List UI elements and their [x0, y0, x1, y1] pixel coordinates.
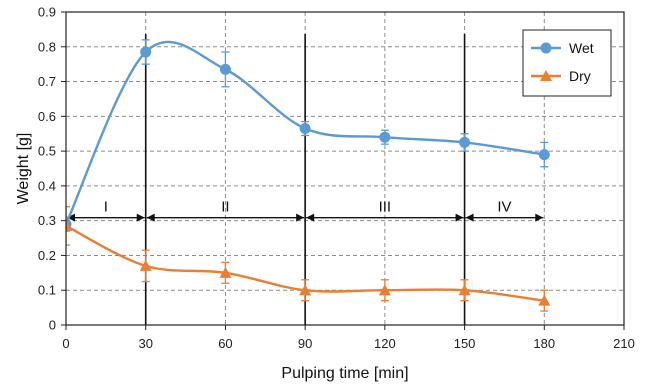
phase-arrowhead-left — [67, 213, 75, 222]
y-tick-label: 0.1 — [38, 283, 56, 298]
x-axis-title: Pulping time [min] — [281, 365, 408, 382]
legend-item-dry: Dry — [531, 68, 591, 84]
data-point-wet — [219, 63, 231, 75]
y-tick-label: 0.7 — [38, 74, 56, 89]
x-tick-label: 90 — [298, 336, 312, 351]
y-tick-label: 0.2 — [38, 248, 56, 263]
legend-label: Dry — [569, 68, 591, 84]
legend-marker — [540, 70, 552, 81]
phase-arrowhead-left — [465, 213, 474, 222]
y-tick-label: 0.4 — [38, 178, 56, 193]
legend-marker — [540, 42, 552, 54]
plot-border — [65, 11, 625, 326]
data-point-dry — [538, 294, 551, 306]
y-tick-label: 0 — [49, 318, 56, 333]
y-tick-labels: 0 0.1 0.2 0.3 0.4 0.5 0.6 0.7 0.8 0.9 — [38, 5, 56, 333]
y-axis-title: Weight [g] — [15, 133, 32, 205]
x-tick-labels: 0 30 60 90 120 150 180 210 — [62, 336, 634, 351]
phase-arrowhead-right — [296, 213, 305, 222]
x-tick-label: 60 — [218, 336, 232, 351]
legend-item-wet: Wet — [531, 40, 594, 56]
data-point-dry — [139, 259, 152, 271]
data-point-wet — [299, 123, 311, 135]
legend-label: Wet — [569, 40, 594, 56]
plot-frame — [61, 11, 625, 330]
y-tick-label: 0.9 — [38, 5, 56, 20]
x-tick-label: 180 — [533, 336, 555, 351]
phase-arrowhead-right — [535, 213, 544, 222]
series-wet — [66, 39, 550, 232]
x-tick-label: 150 — [454, 336, 476, 351]
data-point-dry — [219, 266, 232, 278]
phase-label: IV — [497, 199, 511, 216]
x-tick-label: 120 — [374, 336, 396, 351]
y-tick-label: 0.5 — [38, 144, 56, 159]
phase-label: III — [379, 199, 392, 216]
phase-label: I — [104, 199, 108, 216]
legend: Wet Dry — [522, 29, 612, 97]
phase-arrowhead-left — [146, 213, 155, 222]
x-tick-label: 30 — [138, 336, 152, 351]
phase-arrowhead-left — [306, 213, 315, 222]
phase-label: II — [221, 199, 229, 216]
phase-arrowhead-right — [455, 213, 464, 222]
y-tick-label: 0.8 — [38, 39, 56, 54]
data-point-dry — [66, 219, 72, 231]
series — [66, 39, 551, 312]
phase-arrowhead-right — [136, 213, 145, 222]
data-point-wet — [140, 46, 152, 58]
x-tick-label: 210 — [613, 336, 635, 351]
y-tick-label: 0.3 — [38, 213, 56, 228]
data-point-dry — [299, 284, 312, 296]
series-dry — [66, 206, 551, 312]
data-point-wet — [379, 131, 391, 143]
data-point-wet — [538, 149, 550, 161]
legend-box — [522, 29, 612, 97]
data-point-dry — [458, 284, 471, 296]
x-tick-label: 0 — [62, 336, 69, 351]
y-tick-label: 0.6 — [38, 109, 56, 124]
data-point-wet — [459, 136, 471, 148]
data-point-dry — [378, 284, 391, 296]
series-line-wet — [66, 40, 545, 225]
phase-arrows: I II III IV — [67, 199, 544, 222]
